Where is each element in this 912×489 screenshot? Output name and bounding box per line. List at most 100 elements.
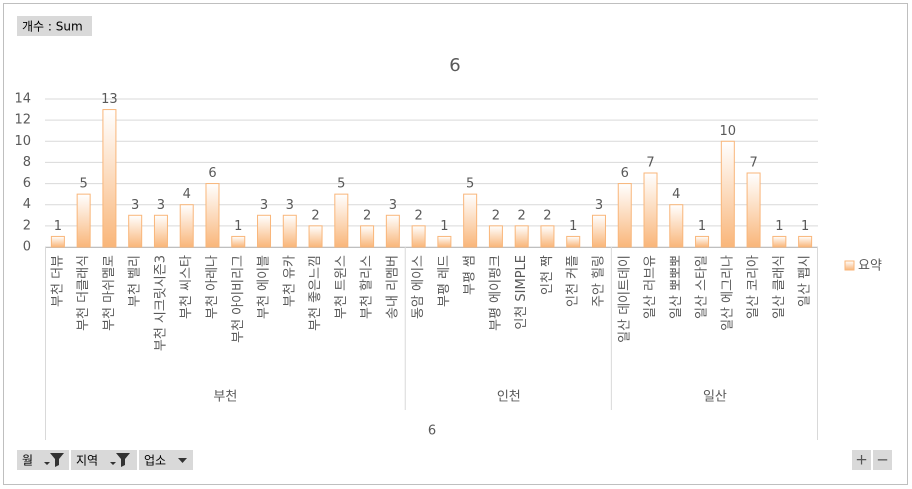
bar <box>102 109 117 248</box>
x-tick-label: 인천 짝 <box>540 255 555 295</box>
legend-label: 요약 <box>858 259 882 274</box>
y-tick-label: 2 <box>23 218 31 233</box>
legend-swatch <box>844 260 855 271</box>
data-label: 3 <box>260 198 268 213</box>
bar <box>643 172 658 248</box>
data-label: 7 <box>646 156 654 171</box>
y-tick-label: 10 <box>14 134 31 149</box>
data-label: 4 <box>183 187 191 202</box>
filter-label: 월 <box>22 454 33 468</box>
chart-title: 6 <box>449 55 460 76</box>
filter-label: 지역 <box>76 454 98 468</box>
x-tick-label: 일산 코리아 <box>746 255 761 319</box>
filter-label: 업소 <box>144 454 166 468</box>
data-label: 1 <box>569 219 577 234</box>
zoom-in[interactable]: + <box>852 450 871 470</box>
data-label: 10 <box>720 124 737 139</box>
x-tick-label: 부천 더뷰 <box>50 255 65 307</box>
data-label: 7 <box>749 156 757 171</box>
bar <box>385 214 400 248</box>
x-tick-label: 부천 아이비리그 <box>231 255 246 343</box>
group-label: 인천 <box>497 390 521 405</box>
y-tick-label: 8 <box>23 155 31 170</box>
x-tick-label: 부천 벨리 <box>128 255 143 307</box>
data-label: 3 <box>131 198 139 213</box>
data-label: 6 <box>208 166 216 181</box>
bar <box>514 225 529 248</box>
x-tick-label: 일산 클래식 <box>772 255 787 319</box>
x-tick-label: 부천 좋은느낌 <box>308 255 323 331</box>
data-label: 2 <box>543 208 551 223</box>
bar <box>566 235 581 248</box>
x-tick-label: 부평 썸 <box>463 255 478 295</box>
data-label: 5 <box>337 177 345 192</box>
data-label: 2 <box>311 208 319 223</box>
zoom-label: + <box>855 451 868 469</box>
bar <box>128 214 143 248</box>
bar <box>488 225 503 248</box>
x-tick-label: 부천 트윈스 <box>334 255 349 319</box>
data-label: 3 <box>595 198 603 213</box>
bar <box>231 235 246 248</box>
data-label: 2 <box>414 208 422 223</box>
data-label: 1 <box>698 219 706 234</box>
x-tick-label: 부천 할리스 <box>360 255 375 319</box>
data-label: 5 <box>466 177 474 192</box>
zoom-out[interactable]: − <box>873 450 892 470</box>
data-label: 1 <box>54 219 62 234</box>
bar <box>798 235 813 248</box>
bar <box>257 214 272 248</box>
value-field-button[interactable]: 개수 : Sum <box>17 16 92 36</box>
data-label: 5 <box>80 177 88 192</box>
x-tick-label: 일산 러브유 <box>643 255 658 319</box>
x-tick-label: 일산 에그리나 <box>720 255 735 331</box>
x-tick-label: 일산 스타일 <box>695 255 710 319</box>
bar <box>746 172 761 248</box>
y-tick-label: 14 <box>14 92 31 107</box>
data-label: 1 <box>801 219 809 234</box>
filter-month[interactable]: 월 <box>17 450 69 470</box>
bar <box>308 225 323 248</box>
group-label: 부천 <box>213 390 237 405</box>
bar <box>463 193 478 248</box>
value-field-label: 개수 : Sum <box>22 20 83 34</box>
bar <box>334 193 349 248</box>
x-tick-label: 인천 SIMPLE <box>514 255 529 330</box>
x-axis-title: 6 <box>428 424 436 439</box>
x-tick-label: 부평 에이펑크 <box>488 255 503 331</box>
data-label: 6 <box>621 166 629 181</box>
group-label: 일산 <box>703 390 727 405</box>
data-label: 4 <box>672 187 680 202</box>
bar <box>76 193 91 248</box>
zoom-label: − <box>876 451 889 469</box>
data-label: 1 <box>234 219 242 234</box>
x-tick-label: 부천 더클래식 <box>76 255 91 331</box>
x-tick-label: 부천 씨스타 <box>179 255 194 319</box>
bar <box>437 235 452 248</box>
x-tick-label: 부천 유카 <box>282 255 297 307</box>
bar <box>617 183 632 248</box>
x-tick-label: 일산 데이트데이 <box>617 255 632 343</box>
data-label: 1 <box>775 219 783 234</box>
x-tick-label: 주안 힐링 <box>591 255 606 307</box>
data-label: 2 <box>363 208 371 223</box>
y-tick-label: 4 <box>23 197 31 212</box>
x-tick-label: 부천 시크릿시즌3 <box>153 255 168 351</box>
x-tick-label: 인천 커플 <box>566 255 581 307</box>
bar <box>772 235 787 248</box>
bar <box>205 183 220 248</box>
filter-venue[interactable]: 업소 <box>139 450 193 470</box>
data-label: 3 <box>157 198 165 213</box>
bar <box>153 214 168 248</box>
x-tick-label: 송내 리멤버 <box>385 255 400 319</box>
data-label: 13 <box>101 92 118 107</box>
bar <box>669 204 684 248</box>
bar <box>720 140 735 248</box>
data-label: 3 <box>286 198 294 213</box>
x-tick-label: 일산 뽀뽀뽀 <box>669 255 684 319</box>
data-label: 2 <box>518 208 526 223</box>
filter-region[interactable]: 지역 <box>71 450 137 470</box>
bar <box>695 235 710 248</box>
bar <box>411 225 426 248</box>
